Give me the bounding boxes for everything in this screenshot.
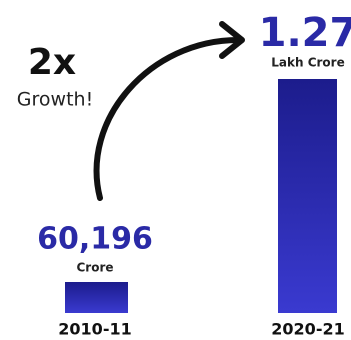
period: 2020-21 xyxy=(271,320,344,339)
arrow-head xyxy=(219,21,245,59)
bar xyxy=(65,282,128,313)
period: 2010-11 xyxy=(58,320,131,339)
multiplier: 2x xyxy=(28,42,76,83)
unit: Crore xyxy=(76,261,113,275)
unit: Lakh Crore xyxy=(271,56,344,70)
growth-arrow xyxy=(93,37,241,201)
bar xyxy=(278,79,337,313)
growth-caption: Growth! xyxy=(17,89,93,111)
value: 60,196 xyxy=(37,222,153,257)
value: 1.27 xyxy=(259,10,351,56)
